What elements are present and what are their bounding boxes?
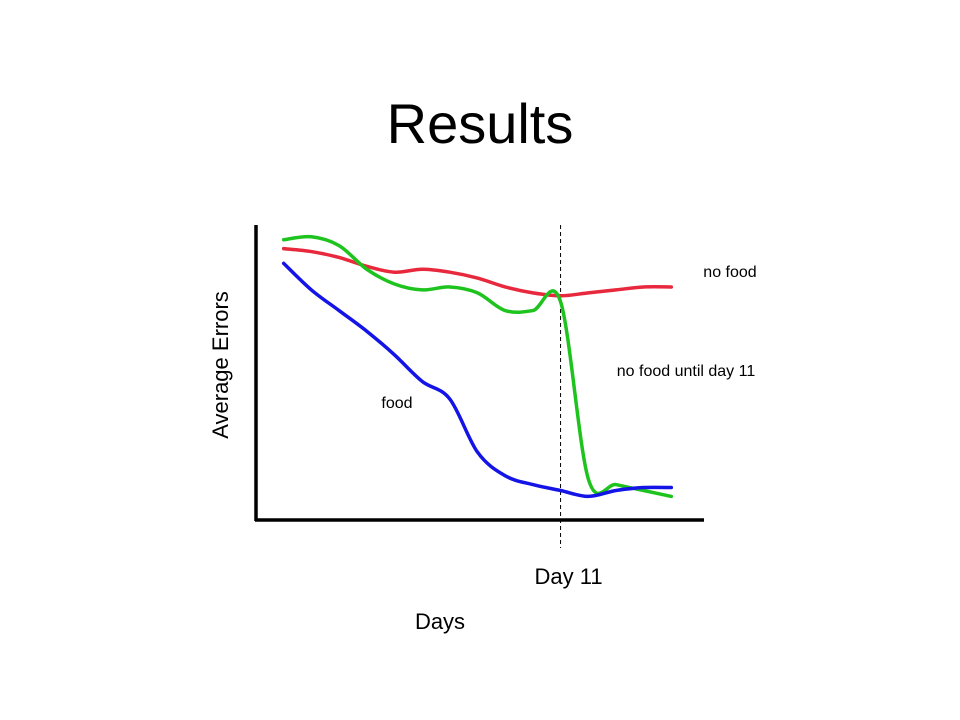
chart-title: Results (387, 92, 574, 155)
x-axis-label: Days (415, 609, 465, 634)
series-label: food (381, 395, 412, 412)
series-line (281, 234, 674, 499)
series-label: no food (703, 264, 756, 281)
series-line (281, 246, 674, 298)
series-label: no food until day 11 (617, 363, 756, 380)
y-axis-label: Average Errors (208, 291, 233, 439)
series-line (281, 261, 674, 499)
x-tick-label: Day 11 (535, 564, 603, 589)
